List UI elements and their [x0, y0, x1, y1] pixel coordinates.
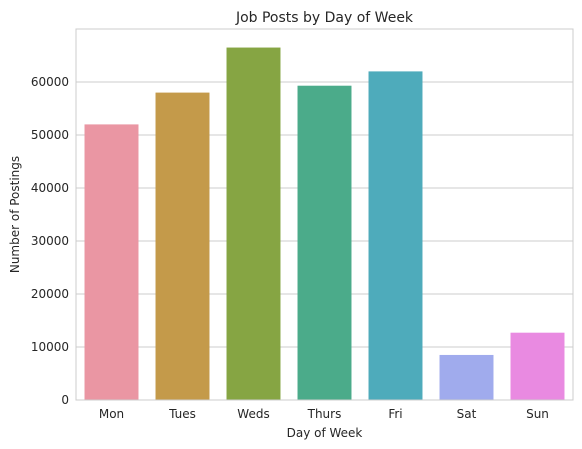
y-tick-label: 30000: [31, 234, 69, 248]
y-tick-label: 0: [61, 393, 69, 407]
y-tick-labels: 0 10000 20000 30000 40000 50000 60000: [31, 75, 69, 407]
bar-weds: [226, 47, 281, 401]
x-tick-labels: Mon Tues Weds Thurs Fri Sat Sun: [99, 407, 549, 421]
bar-fri: [368, 71, 423, 401]
bar-tues: [155, 92, 210, 400]
x-tick-label-sat: Sat: [457, 407, 477, 421]
x-tick-label-mon: Mon: [99, 407, 124, 421]
y-tick-label: 10000: [31, 340, 69, 354]
chart-title: Job Posts by Day of Week: [235, 10, 414, 26]
y-tick-label: 40000: [31, 181, 69, 195]
x-axis-label: Day of Week: [287, 426, 363, 440]
bar-sun: [510, 332, 565, 400]
x-tick-label-tues: Tues: [168, 407, 196, 421]
y-tick-label: 60000: [31, 75, 69, 89]
x-tick-label-sun: Sun: [526, 407, 549, 421]
y-tick-label: 50000: [31, 128, 69, 142]
x-tick-label-thurs: Thurs: [307, 407, 342, 421]
bar-sat: [439, 354, 494, 400]
x-tick-label-fri: Fri: [388, 407, 402, 421]
y-axis-label: Number of Postings: [8, 156, 22, 273]
y-tick-label: 20000: [31, 287, 69, 301]
x-tick-label-weds: Weds: [237, 407, 269, 421]
bar-mon: [84, 124, 139, 401]
bars: [84, 47, 565, 401]
plot-frame: [75, 28, 574, 401]
bar-thurs: [297, 85, 352, 401]
